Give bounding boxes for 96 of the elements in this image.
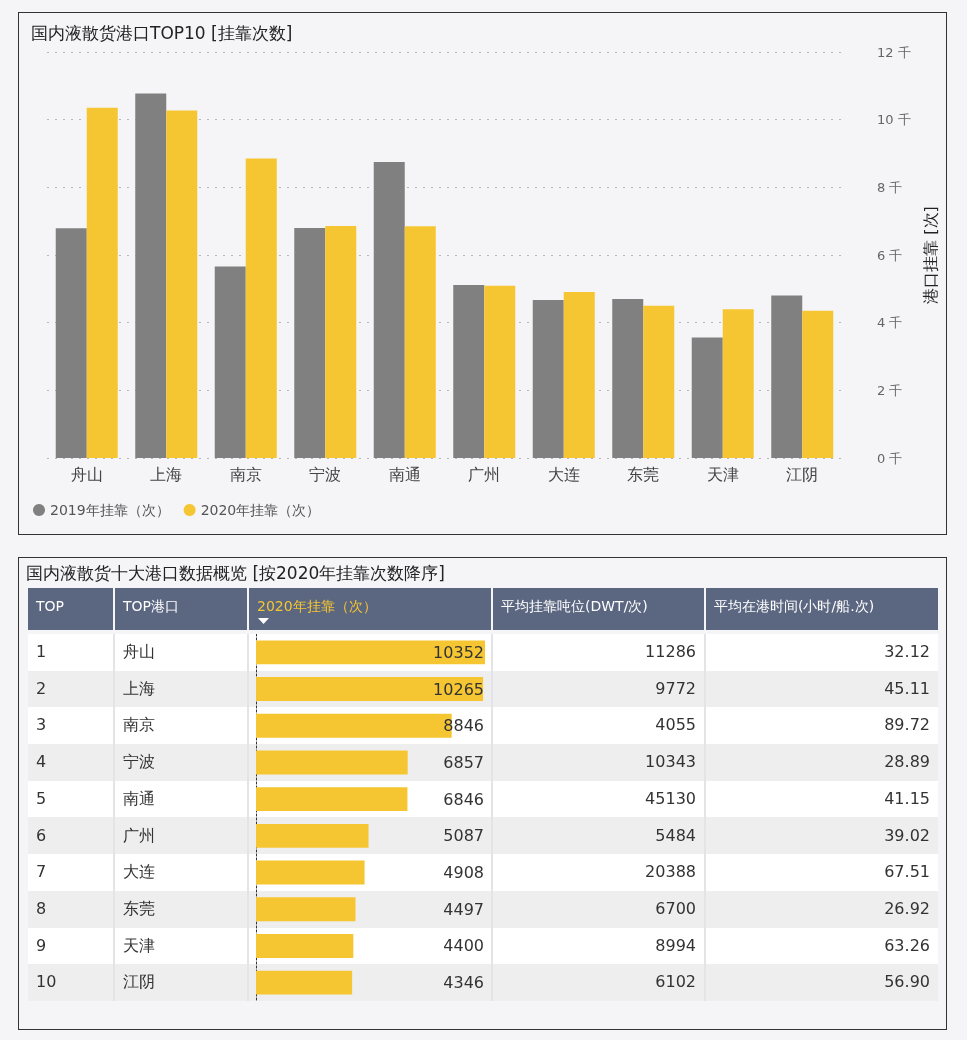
data-label: 4 [35,751,48,774]
data-label: 9 [35,934,48,957]
x-tick-label: 南通 [388,464,421,484]
data-label: 4400 [443,936,484,956]
y-tick-label: 6 千 [877,247,903,263]
bar [453,285,485,458]
bar [722,309,754,458]
data-label: 6102 [654,971,697,994]
data-label: 10265 [433,679,484,699]
category-label: 南通 [122,787,156,810]
data-label: 63.26 [883,934,931,957]
text: 平均在港时间(小时/船.次) [714,597,875,615]
data-label: 5 [35,787,48,810]
category-label: 南京 [122,714,156,737]
bar [294,227,326,458]
data-label: 6700 [654,897,697,920]
bar [325,225,357,458]
bar [691,337,723,458]
data-label: 8994 [654,934,697,957]
bar [802,310,834,458]
bar [166,110,198,458]
x-tick-label: 江阴 [786,464,819,484]
x-tick-label: 广州 [468,464,501,484]
bar [532,300,564,458]
data-label: 32.12 [883,641,931,663]
text: 平均挂靠吨位(DWT/次) [501,597,648,615]
category-label: 东莞 [122,897,156,920]
bar [86,107,118,458]
data-label: 10343 [644,751,697,774]
data-label: 45.11 [883,677,931,700]
category-label: 江阴 [122,971,156,994]
data-label: 4908 [443,863,484,883]
bar [563,291,595,458]
x-tick-label: 东莞 [627,464,660,484]
bar [214,266,246,458]
y-tick-label: 2 千 [877,382,903,398]
series-label: 2020年挂靠（次） [257,597,377,615]
data-label: 10352 [433,642,484,662]
data-label: 4497 [443,899,484,919]
data-label: 11286 [644,641,697,663]
x-tick-label: 大连 [547,464,580,484]
x-tick-label: 宁波 [309,464,342,484]
data-label: 4346 [443,973,484,993]
series-label: TOP [36,597,65,615]
bar [135,93,167,458]
bar [55,228,87,458]
y-tick-label: 12 千 [877,44,911,60]
data-label: 7 [35,861,48,884]
data-label: 39.02 [883,824,931,847]
bar [484,285,516,458]
x-tick-label: 南京 [229,464,262,484]
data-label: 20388 [644,861,697,884]
category-label: 宁波 [122,751,156,774]
bar [245,158,277,458]
data-label: 1 [35,641,48,663]
bar [373,161,405,458]
data-label: 5087 [443,826,484,846]
x-tick-label: 天津 [706,464,739,484]
data-label: 8 [35,897,48,920]
data-label: 6857 [443,752,484,772]
legend-label: 2020年挂靠（次） [200,502,321,518]
text: 国内液散货十大港口数据概览 [按2020年挂靠次数降序] [26,562,445,584]
data-label: 67.51 [883,861,931,884]
text: TOP港口 [123,597,180,615]
data-label: 10 [35,971,58,994]
data-label: 56.90 [883,971,931,994]
category-label: 广州 [122,824,156,847]
x-tick-label: 上海 [150,464,183,484]
data-label: 9772 [654,677,697,700]
category-label: 天津 [122,934,156,957]
x-tick-label: 舟山 [70,464,103,484]
bar [643,305,675,458]
y-tick-label: 10 千 [877,112,911,128]
data-label: 26.92 [883,897,931,920]
category-label: 舟山 [122,641,156,663]
bar [771,295,803,458]
category-label: 大连 [122,861,156,884]
data-label: 5484 [654,824,697,847]
y-tick-label: 0 千 [877,450,903,466]
data-label: 3 [35,714,48,737]
category-label: 上海 [122,677,156,700]
bar [404,226,436,458]
y-tick-label: 4 千 [877,315,903,331]
chart-title: 国内液散货港口TOP10 [挂靠次数] [31,22,293,43]
legend-label: 2019年挂靠（次） [50,502,170,518]
y-tick-label: 8 千 [877,179,903,195]
data-label: 45130 [644,787,697,810]
data-label: 2 [35,677,48,700]
data-label: 28.89 [883,751,931,774]
data-label: 89.72 [883,714,931,737]
data-label: 41.15 [883,787,931,810]
data-label: 4055 [654,714,697,737]
data-label: 6846 [443,789,484,809]
y-axis-title: 港口挂靠 [次] [920,206,940,304]
data-label: 6 [35,824,48,847]
bar [612,298,644,458]
